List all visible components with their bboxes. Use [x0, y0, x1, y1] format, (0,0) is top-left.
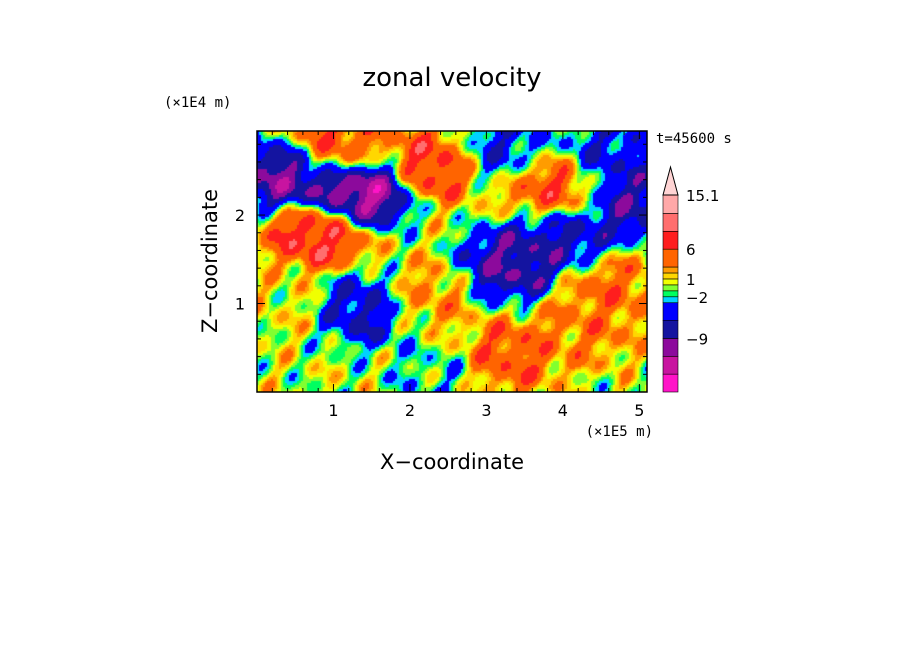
y-unit-label: (×1E4 m) [164, 95, 231, 111]
colorbar-tick-label: 15.1 [686, 187, 719, 205]
x-tick-label: 1 [328, 401, 338, 420]
colorbar-box [662, 194, 679, 214]
colorbar [662, 165, 679, 393]
colorbar-box [662, 338, 679, 357]
colorbar-box [662, 355, 679, 375]
x-unit-label: (×1E5 m) [586, 424, 653, 440]
x-axis-label: X−coordinate [380, 450, 524, 474]
colorbar-box [662, 231, 679, 250]
x-axis: 1 2 3 4 5 [271, 131, 644, 420]
contour-field [257, 131, 647, 392]
x-tick-label: 3 [481, 401, 491, 420]
colorbar-tick-label: 6 [686, 241, 696, 259]
colorbar-box [662, 266, 679, 274]
plot-frame [256, 130, 648, 393]
colorbar-tick-label: 1 [686, 271, 696, 289]
colorbar-box [662, 278, 679, 286]
chart-title: zonal velocity [362, 63, 541, 93]
colorbar-box [662, 248, 679, 268]
colorbar-box [662, 284, 679, 292]
y-axis: 12 [235, 143, 647, 375]
y-tick-label: 1 [235, 295, 245, 314]
plot-area [256, 130, 648, 393]
colorbar-box [662, 272, 679, 280]
colorbar-labels: 15.1 6 1−2 −9 [686, 187, 719, 348]
x-tick-label: 5 [634, 401, 644, 420]
colorbar-tick-label: −9 [686, 330, 708, 348]
colorbar-box [662, 296, 679, 304]
colorbar-box [662, 302, 679, 321]
colorbar-box [662, 373, 679, 393]
x-tick-label: 4 [558, 401, 568, 420]
colorbar-overflow-triangle [662, 165, 679, 196]
colorbar-tick-label: −2 [686, 289, 708, 307]
contour-field-container [257, 131, 647, 392]
colorbar-box [662, 320, 679, 339]
colorbar-box [662, 213, 679, 232]
colorbar-box [662, 290, 679, 298]
y-tick-label: 2 [235, 206, 245, 225]
y-axis-label: Z−coordinate [198, 189, 222, 333]
time-label: t=45600 s [656, 131, 732, 147]
x-tick-label: 2 [405, 401, 415, 420]
